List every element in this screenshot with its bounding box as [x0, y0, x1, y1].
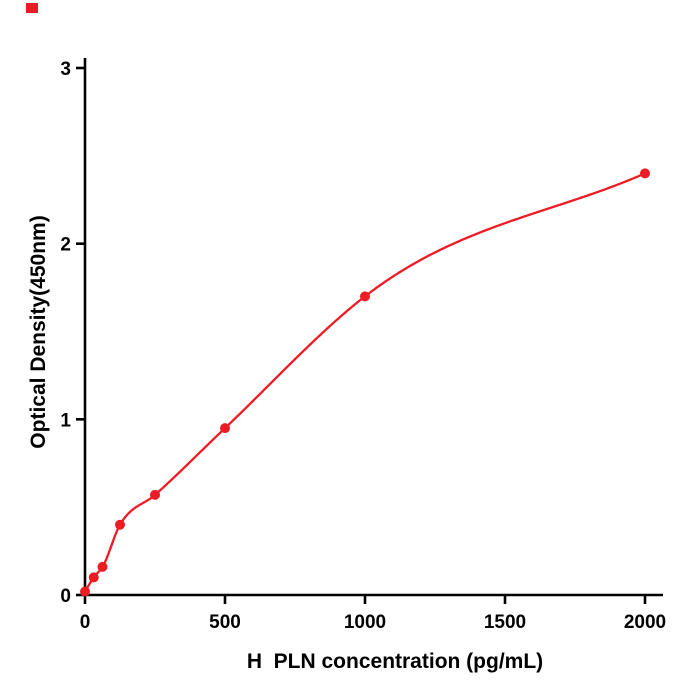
- x-tick-label: 2000: [624, 612, 666, 633]
- data-point: [220, 423, 230, 434]
- data-point: [115, 519, 125, 530]
- x-tick-label: 1000: [344, 612, 386, 633]
- y-tick-label: 1: [60, 410, 71, 431]
- y-axis-label: Optical Density(450nm): [27, 215, 50, 448]
- x-axis-label: H PLN concentration (pg/mL): [247, 650, 543, 673]
- data-point: [88, 572, 99, 583]
- y-tick-label: 3: [60, 59, 71, 80]
- x-tick-label: 0: [80, 612, 91, 633]
- data-point: [97, 561, 108, 572]
- corner-red-mark: [26, 3, 38, 13]
- fit-curve: [83, 172, 647, 593]
- y-tick-label: 0: [60, 586, 71, 607]
- x-tick-label: 1500: [484, 612, 526, 633]
- y-tick-label: 2: [60, 235, 71, 256]
- x-tick-label: 500: [209, 612, 241, 633]
- data-point: [360, 291, 370, 302]
- data-points: [80, 168, 650, 597]
- data-point: [80, 586, 90, 597]
- axes: 0 500 1000 1500 2000 0 1 2 3: [60, 58, 666, 633]
- data-point: [640, 168, 650, 179]
- data-point: [150, 489, 160, 500]
- fit-curve-path: [83, 172, 647, 593]
